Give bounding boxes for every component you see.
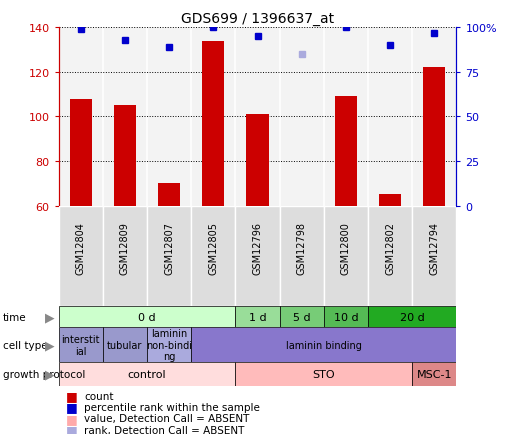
Text: 20 d: 20 d [399, 312, 424, 322]
Text: ▶: ▶ [45, 368, 55, 381]
Bar [323, 306, 367, 328]
Bar [191, 207, 235, 306]
Text: GSM12800: GSM12800 [341, 222, 350, 275]
Text: GSM12805: GSM12805 [208, 222, 218, 275]
Bar [378, 195, 401, 206]
Text: STO: STO [312, 369, 334, 379]
Text: value, Detection Call = ABSENT: value, Detection Call = ABSENT [84, 414, 249, 423]
Title: GDS699 / 1396637_at: GDS699 / 1396637_at [181, 12, 333, 26]
Text: cell type: cell type [3, 340, 47, 350]
Text: GSM12809: GSM12809 [120, 222, 130, 275]
Bar [334, 97, 356, 206]
Text: ■: ■ [66, 412, 78, 425]
Text: GSM12804: GSM12804 [76, 222, 86, 275]
Text: GSM12796: GSM12796 [252, 222, 262, 275]
Bar [422, 68, 444, 206]
Bar [103, 328, 147, 362]
Text: GSM12807: GSM12807 [164, 222, 174, 275]
Text: count: count [84, 391, 114, 401]
Bar [59, 306, 235, 328]
Text: ▶: ▶ [45, 310, 55, 323]
Bar [279, 28, 323, 206]
Bar [246, 115, 268, 206]
Bar [235, 207, 279, 306]
Text: ▶: ▶ [45, 339, 55, 352]
Text: interstit
ial: interstit ial [62, 334, 100, 356]
Bar [235, 306, 279, 328]
Bar [103, 28, 147, 206]
Text: 1 d: 1 d [248, 312, 266, 322]
Text: control: control [127, 369, 166, 379]
Bar [279, 306, 323, 328]
Bar [70, 99, 92, 206]
Bar [323, 207, 367, 306]
Text: MSC-1: MSC-1 [416, 369, 451, 379]
Text: laminin
non-bindi
ng: laminin non-bindi ng [146, 329, 192, 362]
Bar [235, 362, 411, 386]
Bar [191, 328, 456, 362]
Text: 10 d: 10 d [333, 312, 357, 322]
Bar [411, 207, 456, 306]
Text: tubular: tubular [107, 340, 143, 350]
Bar [147, 28, 191, 206]
Text: ■: ■ [66, 389, 78, 402]
Text: 5 d: 5 d [292, 312, 310, 322]
Bar [279, 207, 323, 306]
Text: rank, Detection Call = ABSENT: rank, Detection Call = ABSENT [84, 425, 244, 434]
Text: time: time [3, 312, 26, 322]
Bar [235, 28, 279, 206]
Bar [59, 207, 103, 306]
Bar [191, 28, 235, 206]
Text: percentile rank within the sample: percentile rank within the sample [84, 402, 260, 412]
Bar [114, 106, 136, 206]
Bar [59, 28, 103, 206]
Bar [411, 28, 456, 206]
Text: 0 d: 0 d [138, 312, 156, 322]
Bar [202, 42, 224, 206]
Bar [411, 362, 456, 386]
Bar [367, 207, 411, 306]
Bar [147, 328, 191, 362]
Text: GSM12802: GSM12802 [384, 222, 394, 275]
Bar [367, 306, 456, 328]
Bar [367, 28, 411, 206]
Text: ■: ■ [66, 423, 78, 434]
Text: GSM12794: GSM12794 [429, 222, 438, 275]
Text: growth protocol: growth protocol [3, 369, 85, 379]
Text: GSM12798: GSM12798 [296, 222, 306, 275]
Bar [103, 207, 147, 306]
Bar [158, 184, 180, 206]
Bar [59, 328, 103, 362]
Text: laminin binding: laminin binding [286, 340, 361, 350]
Bar [323, 28, 367, 206]
Bar [147, 207, 191, 306]
Bar [59, 362, 235, 386]
Text: ■: ■ [66, 401, 78, 414]
